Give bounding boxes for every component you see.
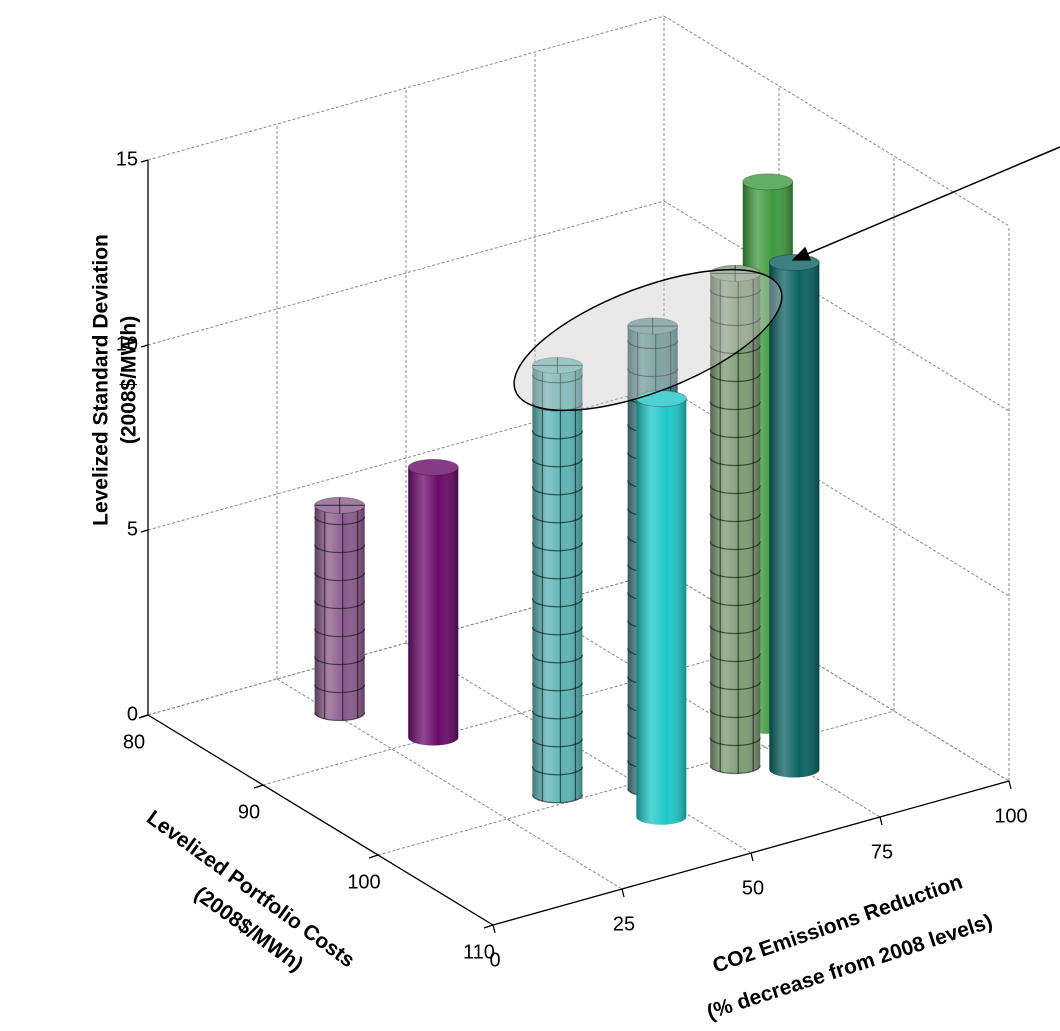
bar-hatch xyxy=(709,625,761,635)
z-axis-title: (2008$/MWh) xyxy=(118,316,141,444)
bar-shade xyxy=(710,273,761,774)
bar-hatch xyxy=(531,682,584,692)
x-tick-label: 80 xyxy=(123,731,145,753)
bar xyxy=(709,264,761,775)
bar-hatch xyxy=(709,373,761,383)
z-tick-label: 10 xyxy=(116,333,138,355)
x-tick-label: 110 xyxy=(463,941,495,963)
bar-hatch xyxy=(709,709,761,719)
bar-hatch xyxy=(709,289,761,299)
bar xyxy=(635,390,687,825)
bar-hatch xyxy=(709,457,761,467)
bar-shade xyxy=(636,398,687,825)
bar-hatch xyxy=(531,486,584,496)
grid-line xyxy=(663,200,1010,412)
z-tick xyxy=(140,159,149,163)
bar-shade xyxy=(769,262,820,778)
y-tick-label: 25 xyxy=(613,913,635,935)
y-tick xyxy=(750,852,754,862)
highlight-ellipse xyxy=(513,268,783,412)
bar-hatch xyxy=(531,542,584,552)
bar-top-light xyxy=(742,173,793,190)
bar-shade xyxy=(532,365,583,803)
bar-hatch xyxy=(709,541,761,551)
z-tick xyxy=(140,529,149,533)
z-axis-title: Levelized Standard Deviation xyxy=(90,234,113,526)
bar-hatch xyxy=(531,458,584,468)
bar-hatch xyxy=(531,710,584,720)
bar-hatch xyxy=(627,340,679,350)
bar-top-light xyxy=(408,459,459,476)
bar-hatch xyxy=(314,516,366,526)
grid-line xyxy=(262,640,780,786)
bar xyxy=(768,254,820,778)
bar-hatch xyxy=(531,598,584,608)
y-tick xyxy=(879,816,883,826)
bar-hatch xyxy=(531,626,584,636)
bar-hatch xyxy=(531,374,584,384)
x-tick xyxy=(368,854,379,859)
bar-hatch xyxy=(531,430,584,440)
bar-hatch xyxy=(531,794,584,804)
y-tick-label: 75 xyxy=(871,841,893,863)
bar-hatch xyxy=(531,766,584,776)
y-tick-label: 0 xyxy=(489,949,500,971)
z-tick xyxy=(140,344,149,348)
bar-hatch xyxy=(709,401,761,411)
bar-hatch xyxy=(709,569,761,579)
bar-hatch xyxy=(709,681,761,691)
bar-hatch xyxy=(709,765,761,775)
bar-hatch xyxy=(314,572,366,582)
annotation-arrow xyxy=(791,146,1060,261)
bar-shade xyxy=(408,467,459,746)
bar-hatch xyxy=(531,514,584,524)
x-tick-label: 90 xyxy=(238,801,260,823)
bar-hatch xyxy=(531,738,584,748)
bar-hatch xyxy=(709,317,761,327)
x-tick xyxy=(483,924,494,929)
bar xyxy=(407,458,459,746)
z-tick-label: 0 xyxy=(127,703,138,725)
z-tick-label: 15 xyxy=(116,148,138,170)
bar-hatch xyxy=(709,513,761,523)
bar-hatch xyxy=(709,653,761,663)
y-tick-label: 50 xyxy=(742,877,764,899)
y-tick xyxy=(492,924,496,934)
bar-hatch xyxy=(314,544,366,554)
grid-line xyxy=(534,606,881,818)
x-axis xyxy=(147,714,494,926)
bar-top xyxy=(742,173,794,191)
grid-line xyxy=(147,15,665,161)
x-tick xyxy=(253,784,264,789)
bar-hatch xyxy=(314,712,366,722)
bar-hatch xyxy=(709,597,761,607)
bar-top xyxy=(407,458,459,476)
bar xyxy=(531,357,584,804)
y-tick xyxy=(621,888,625,898)
bar-hatch xyxy=(314,684,366,694)
bar-hatch xyxy=(709,485,761,495)
x-tick-label: 100 xyxy=(347,871,380,893)
bar-hatch xyxy=(709,737,761,747)
bar-hatch xyxy=(531,654,584,664)
bar-hatch xyxy=(314,628,366,638)
bar-hatch xyxy=(531,570,584,580)
bar-hatch xyxy=(314,656,366,666)
y-tick xyxy=(1008,780,1012,790)
bar-shade xyxy=(314,505,365,721)
bar-hatch xyxy=(314,600,366,610)
bar xyxy=(314,496,366,722)
y-tick-label: 100 xyxy=(994,805,1027,827)
z-tick-label: 5 xyxy=(127,518,138,540)
x-tick xyxy=(138,714,149,719)
grid-line xyxy=(663,15,1010,227)
x-axis-title: Levelized Portfolio Costs xyxy=(142,806,358,972)
bar-hatch xyxy=(709,429,761,439)
bars xyxy=(314,173,820,825)
bar-hatch xyxy=(627,368,679,378)
bar-top-light xyxy=(769,254,820,271)
